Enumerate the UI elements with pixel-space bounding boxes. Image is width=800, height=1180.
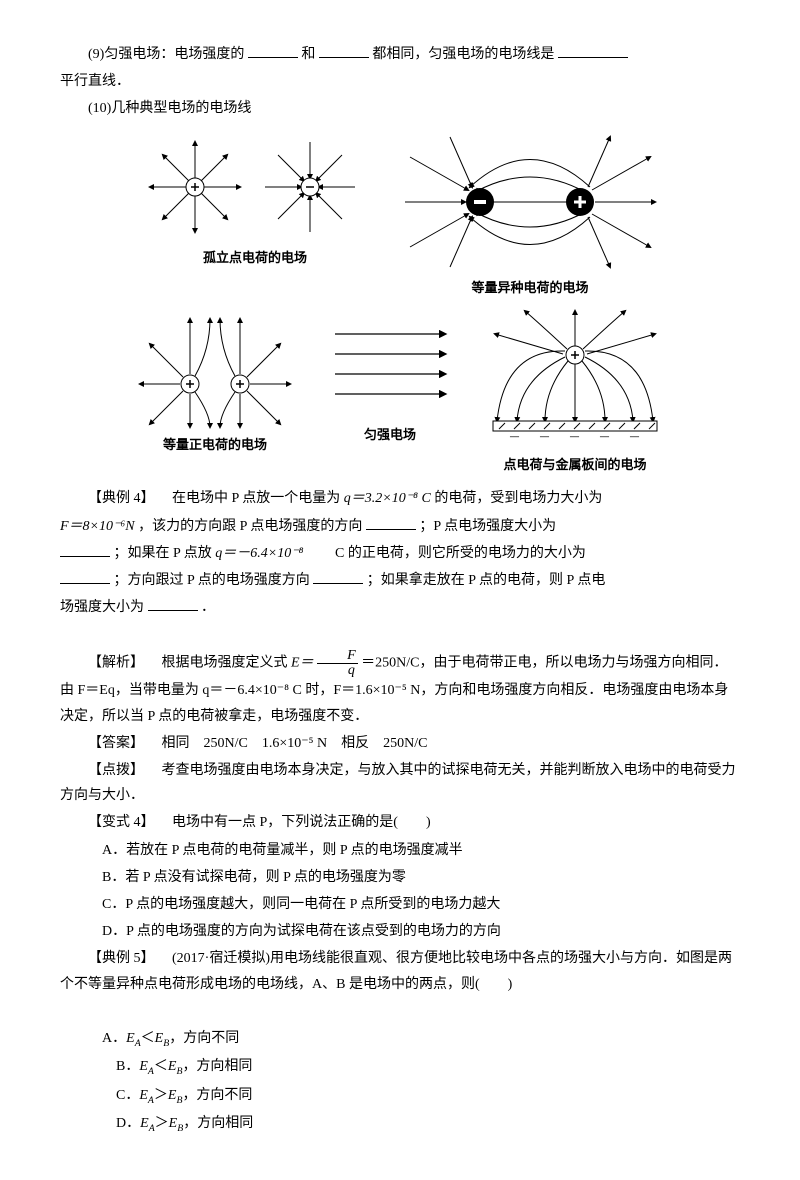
answer-label: 【答案】	[88, 736, 144, 751]
blank-4b	[60, 542, 110, 557]
caption-same: 等量正电荷的电场	[135, 433, 295, 456]
fraction-F-q: Fq	[317, 649, 358, 678]
var4-D: D．P 点的电场强度的方向为试探电荷在该点受到的电场力的方向	[60, 919, 740, 944]
diagram-opposite-pair: 等量异种电荷的电场	[400, 132, 660, 299]
var4-C: C．P 点的电场强度越大，则同一电荷在 P 点所受到的电场力越大	[60, 892, 740, 917]
svg-text:—: —	[509, 431, 520, 441]
p9-pre: (9)匀强电场：电场强度的	[88, 47, 244, 62]
caption-uniform: 匀强电场	[325, 423, 455, 446]
var4-stem: 电场中有一点 P，下列说法正确的是( )	[158, 815, 431, 830]
ex4-q1: q＝3.2×10⁻⁸ C	[344, 491, 431, 506]
blank-4c	[60, 569, 110, 584]
ex5-label: 【典例 5】	[88, 951, 155, 966]
svg-text:—: —	[629, 431, 640, 441]
diagram-row-1: 孤立点电荷的电场	[60, 132, 740, 299]
var4-A: A．若放在 P 点电荷的电荷量减半，则 P 点的电场强度减半	[60, 838, 740, 863]
example-4-line3: ；如果在 P 点放 q＝－6.4×10⁻⁸ C 的正电荷，则它所受的电场力的大小…	[60, 541, 740, 566]
analysis: 【解析】 根据电场强度定义式 E＝ Fq ＝250N/C，由于电荷带正电，所以电…	[60, 649, 740, 728]
blank-4a	[366, 515, 416, 530]
opposite-pair-svg	[400, 132, 660, 272]
diagram-isolated-charges: 孤立点电荷的电场	[140, 132, 370, 269]
analysis-t1: 根据电场强度定义式	[148, 656, 292, 671]
note-label: 【点拨】	[88, 763, 144, 778]
svg-text:—: —	[599, 431, 610, 441]
ex4-l1a: 在电场中 P 点放一个电量为	[158, 491, 344, 506]
answer: 【答案】 相同 250N/C 1.6×10⁻⁵ N 相反 250N/C	[60, 731, 740, 756]
caption-isolated: 孤立点电荷的电场	[140, 246, 370, 269]
svg-text:—: —	[539, 431, 550, 441]
example-4-line4: ；方向跟过 P 点的电场强度方向 ；如果拿走放在 P 点的电荷，则 P 点电	[60, 568, 740, 593]
diagram-row-2: 等量正电荷的电场 匀强电场	[60, 309, 740, 476]
ex5-stem: (2017·宿迁模拟)用电场线能很直观、很方便地比较电场中各点的场强大小与方向．…	[60, 951, 732, 991]
ex4-l3: ；P 点电场强度大小为	[419, 519, 556, 534]
item-10: (10)几种典型电场的电场线	[60, 96, 740, 121]
isolated-charge-svg	[140, 132, 370, 242]
ex4-l1b: 的电荷，受到电场力大小为	[434, 491, 602, 506]
ex4-l7: ；如果拿走放在 P 点的电荷，则 P 点电	[367, 573, 606, 588]
example-5: 【典例 5】 (2017·宿迁模拟)用电场线能很直观、很方便地比较电场中各点的场…	[60, 946, 740, 996]
ex4-l5: C 的正电荷，则它所受的电场力的大小为	[307, 546, 586, 561]
caption-opposite: 等量异种电荷的电场	[400, 276, 660, 299]
same-pair-svg	[135, 309, 295, 429]
ex4-l2: ，该力的方向跟 P 点电场强度的方向	[138, 519, 362, 534]
p9-mid1: 和	[301, 47, 315, 62]
ex5-B: B．EA＜EB，方向相同	[60, 1054, 740, 1080]
blank-9a	[248, 43, 298, 58]
var4-label: 【变式 4】	[88, 815, 155, 830]
ex4-q2: q＝－6.4×10⁻⁸	[215, 546, 303, 561]
analysis-label: 【解析】	[88, 656, 144, 671]
analysis-eq: E＝	[291, 656, 314, 671]
diagram-same-pair: 等量正电荷的电场	[135, 309, 295, 456]
plate-svg: — — — — —	[485, 309, 665, 449]
note-text: 考查电场强度由电场本身决定，与放入其中的试探电荷无关，并能判断放入电场中的电荷受…	[60, 763, 736, 803]
ex5-A: A．EA＜EB，方向不同	[60, 1026, 740, 1052]
answer-text: 相同 250N/C 1.6×10⁻⁵ N 相反 250N/C	[148, 736, 428, 751]
example-4-line2: F＝8×10⁻⁶N ，该力的方向跟 P 点电场强度的方向 ；P 点电场强度大小为	[60, 514, 740, 539]
blank-4e	[148, 596, 198, 611]
note: 【点拨】 考查电场强度由电场本身决定，与放入其中的试探电荷无关，并能判断放入电场…	[60, 758, 740, 808]
var4-B: B．若 P 点没有试探电荷，则 P 点的电场强度为零	[60, 865, 740, 890]
ex4-label: 【典例 4】	[88, 491, 155, 506]
ex4-l8: 场强度大小为	[60, 600, 144, 615]
blank-9b	[319, 43, 369, 58]
ex4-l4: ；如果在 P 点放	[114, 546, 216, 561]
diagram-uniform: 匀强电场	[325, 309, 455, 446]
example-4-line5: 场强度大小为 ．	[60, 595, 740, 620]
item-9-suffix: 平行直线．	[60, 69, 740, 94]
ex5-D: D．EA＞EB，方向相同	[60, 1111, 740, 1137]
p9-mid2: 都相同，匀强电场的电场线是	[372, 47, 554, 62]
variation-4: 【变式 4】 电场中有一点 P，下列说法正确的是( )	[60, 810, 740, 835]
example-4: 【典例 4】 在电场中 P 点放一个电量为 q＝3.2×10⁻⁸ C 的电荷，受…	[60, 486, 740, 511]
ex4-F: F＝8×10⁻⁶N	[60, 519, 135, 534]
uniform-svg	[325, 309, 455, 419]
ex4-l9: ．	[201, 600, 215, 615]
diagram-plate: — — — — — 点电荷与金属板间的电场	[485, 309, 665, 476]
blank-9c	[558, 43, 628, 58]
caption-plate: 点电荷与金属板间的电场	[485, 453, 665, 476]
blank-4d	[313, 569, 363, 584]
ex4-l6: ；方向跟过 P 点的电场强度方向	[114, 573, 310, 588]
item-9: (9)匀强电场：电场强度的 和 都相同，匀强电场的电场线是	[60, 42, 740, 67]
ex5-C: C．EA＞EB，方向不同	[60, 1083, 740, 1109]
svg-text:—: —	[569, 431, 580, 441]
